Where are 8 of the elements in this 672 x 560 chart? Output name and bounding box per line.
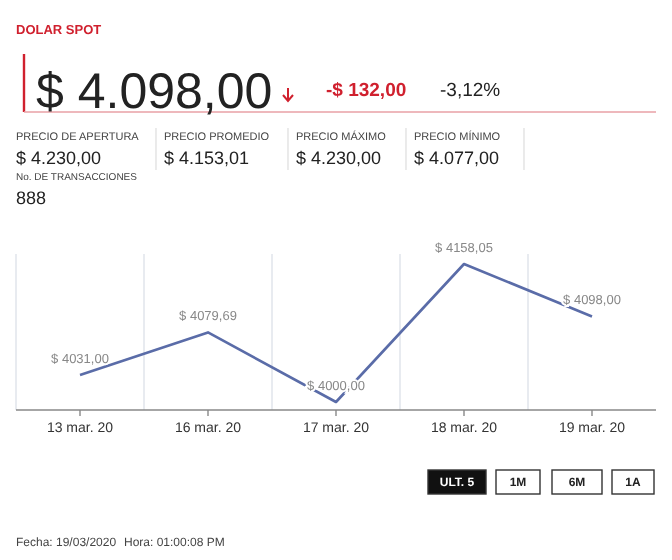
text: $ 4.153,01 — [164, 148, 250, 168]
text: -$ 132,00 — [326, 80, 407, 102]
text: 888 — [16, 188, 47, 208]
text: -3,12% — [440, 80, 502, 102]
text: $ 4.098,00 — [36, 64, 273, 120]
text: $ 4.230,00 — [296, 148, 382, 168]
text: $ 4.230,00 — [16, 148, 102, 168]
text: $ 4.077,00 — [414, 148, 500, 168]
